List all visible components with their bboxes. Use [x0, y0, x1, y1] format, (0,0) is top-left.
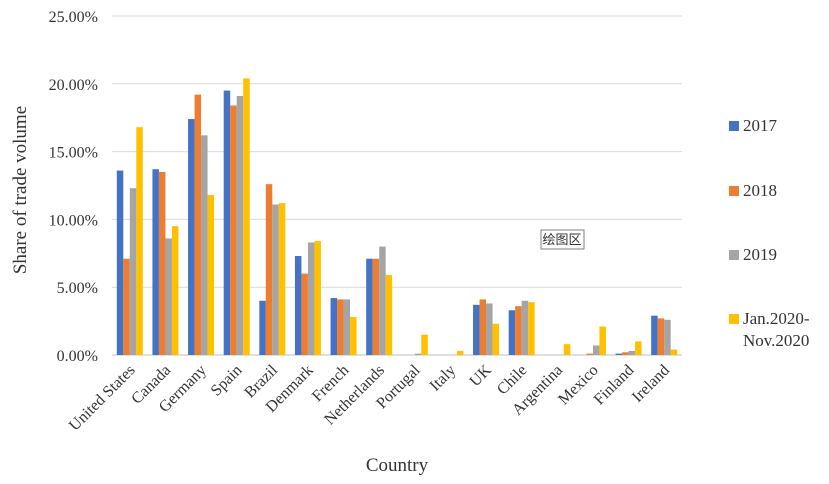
- bar: [165, 238, 172, 355]
- bar: [337, 299, 344, 355]
- bar: [294, 256, 302, 355]
- bar: [486, 303, 493, 355]
- x-tick-label: Finland: [591, 362, 638, 409]
- bar: [330, 298, 338, 355]
- x-tick-label: Italy: [427, 362, 460, 395]
- bar: [508, 310, 516, 355]
- x-axis-title: Country: [366, 455, 429, 476]
- x-tick-label: Ireland: [629, 362, 673, 406]
- bar: [171, 226, 179, 355]
- bar: [343, 299, 351, 355]
- bar: [188, 119, 195, 355]
- legend-label: 2018: [743, 181, 777, 200]
- bar: [366, 258, 373, 355]
- bar: [379, 246, 386, 355]
- y-tick-label: 0.00%: [57, 348, 98, 365]
- bar: [635, 341, 642, 355]
- x-tick-label: United States: [66, 362, 139, 435]
- x-tick-label: Spain: [208, 362, 246, 400]
- legend-label: Jan.2020-Nov.2020: [743, 309, 810, 350]
- bar: [521, 300, 529, 355]
- bar: [372, 258, 380, 355]
- bar: [651, 315, 658, 355]
- bar: [528, 302, 535, 355]
- bar: [350, 317, 357, 355]
- bar: [622, 352, 629, 355]
- bar: [207, 194, 215, 355]
- bar: [515, 306, 522, 355]
- bar: [599, 326, 606, 355]
- bar: [129, 188, 137, 355]
- bar: [201, 135, 208, 355]
- bar: [664, 319, 671, 355]
- x-axis-categories: United StatesCanadaGermanySpainBrazilDen…: [66, 361, 673, 434]
- bar: [657, 318, 665, 355]
- bar: [479, 299, 487, 355]
- bar: [307, 242, 315, 355]
- bar: [243, 78, 250, 355]
- bar: [586, 353, 593, 355]
- bar: [414, 353, 422, 355]
- y-tick-label: 20.00%: [49, 77, 98, 94]
- bar: [314, 241, 321, 355]
- bar: [123, 258, 130, 355]
- bar: [592, 345, 600, 355]
- x-tick-label: UK: [467, 361, 496, 390]
- legend-swatch: [729, 186, 739, 196]
- bar: [301, 273, 308, 355]
- bar: [456, 350, 464, 355]
- bar: [421, 334, 428, 355]
- bar: [230, 105, 237, 355]
- bar: [152, 169, 159, 355]
- bar: [194, 94, 202, 355]
- legend-swatch: [729, 250, 739, 260]
- bars: [116, 78, 678, 355]
- bar: [136, 127, 143, 355]
- bar: [615, 353, 623, 355]
- plot-area-annotation: 绘图区: [540, 229, 585, 250]
- y-tick-label: 15.00%: [49, 145, 98, 162]
- y-axis-ticks: 0.00% 5.00% 10.00% 15.00% 20.00% 25.00%: [49, 9, 98, 365]
- annotation-text: 绘图区: [542, 232, 581, 247]
- bar: [223, 90, 231, 355]
- y-axis-title: Share of trade volume: [10, 106, 31, 274]
- bar: [473, 304, 480, 355]
- legend-label: 2017: [743, 116, 778, 135]
- bar: [628, 350, 636, 355]
- legend-swatch: [729, 121, 739, 131]
- bar: [236, 96, 244, 355]
- bar: [265, 184, 273, 355]
- bar: [563, 344, 571, 355]
- annotation-box: [540, 229, 585, 250]
- y-tick-label: 10.00%: [49, 212, 98, 229]
- bar: [670, 349, 678, 355]
- y-tick-label: 5.00%: [57, 280, 98, 297]
- bar: [116, 170, 124, 355]
- legend-label: 2019: [743, 245, 777, 264]
- bar: [492, 323, 500, 355]
- y-tick-label: 25.00%: [49, 9, 98, 26]
- bar: [272, 204, 279, 355]
- bar: [278, 203, 286, 355]
- bar: [158, 171, 166, 355]
- bar: [259, 300, 266, 355]
- legend-swatch: [729, 314, 739, 324]
- legend: 2017 2018 2019 Jan.2020-Nov.2020: [729, 116, 810, 350]
- bar: [385, 274, 393, 355]
